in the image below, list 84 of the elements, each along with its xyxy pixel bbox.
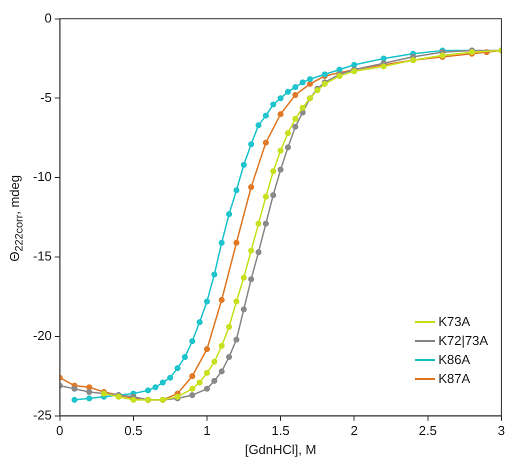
point [233, 298, 240, 304]
point [256, 220, 262, 227]
point [248, 276, 254, 282]
point [278, 95, 284, 102]
point [196, 379, 203, 386]
point [380, 56, 387, 62]
point [278, 111, 284, 118]
x-tick-label: 0.5 [124, 423, 142, 438]
x-tick-label: 1.5 [272, 423, 290, 438]
point [211, 271, 218, 278]
point [248, 184, 254, 190]
y-tick-label: -15 [32, 248, 52, 264]
point [248, 141, 254, 148]
point [292, 84, 298, 90]
point [226, 211, 232, 218]
point [145, 387, 152, 394]
point [284, 144, 291, 150]
point [233, 240, 240, 246]
point [226, 324, 232, 330]
x-tick-label: 3 [498, 423, 505, 438]
y-tick-label: -5 [40, 90, 52, 105]
point [196, 319, 203, 326]
point [256, 122, 262, 128]
point [262, 140, 269, 146]
point [218, 296, 225, 303]
point [233, 187, 240, 194]
point [211, 358, 218, 365]
point [233, 336, 240, 343]
point [300, 79, 306, 86]
point [240, 306, 247, 312]
point [218, 368, 225, 374]
point [292, 124, 298, 130]
point [270, 168, 276, 174]
point [72, 396, 78, 403]
point [284, 130, 291, 136]
point [278, 166, 284, 173]
point [182, 354, 188, 360]
y-tick-label: -25 [32, 407, 52, 422]
point [167, 374, 174, 381]
x-tick-label: 1 [203, 423, 211, 438]
point [226, 354, 232, 360]
point [189, 392, 196, 398]
point [160, 379, 166, 386]
y-tick-label: -20 [32, 328, 52, 343]
point [211, 378, 218, 384]
point [152, 384, 158, 390]
legend-label: K73A [438, 313, 470, 331]
x-tick-label: 2 [350, 423, 358, 438]
point [218, 240, 225, 246]
point [248, 248, 254, 254]
point [278, 148, 284, 154]
legend-label: K86A [438, 351, 470, 369]
point [307, 76, 314, 82]
point [256, 249, 262, 256]
point [292, 92, 298, 98]
point [262, 220, 269, 227]
point [270, 102, 276, 108]
point [292, 116, 298, 122]
point [204, 386, 210, 392]
point [189, 373, 196, 380]
point [240, 162, 247, 168]
point [189, 386, 196, 392]
point [86, 388, 92, 395]
point [300, 104, 306, 111]
point [240, 274, 247, 281]
y-tick-label: -10 [32, 169, 52, 184]
x-tick-label: 0 [56, 423, 64, 438]
point [204, 370, 210, 376]
point [204, 346, 210, 352]
point [72, 386, 78, 392]
point [86, 395, 92, 402]
point [189, 338, 196, 344]
point [262, 112, 269, 119]
legend-label: K87A [438, 370, 470, 388]
legend-label: K72|73A [438, 332, 488, 350]
point [204, 298, 210, 304]
point [284, 88, 291, 95]
point [174, 365, 181, 372]
point [218, 342, 225, 349]
x-axis-title: [GdnHCl], M [244, 442, 316, 457]
x-tick-label: 2.5 [418, 423, 437, 438]
y-tick-label: 0 [44, 10, 52, 26]
point [270, 192, 276, 198]
point [262, 194, 269, 200]
